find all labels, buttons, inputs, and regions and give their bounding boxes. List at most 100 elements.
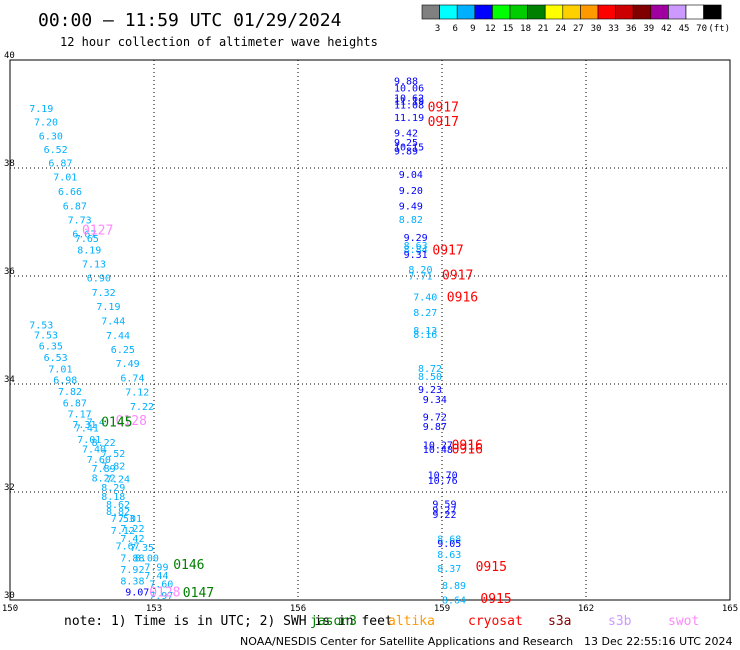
colorbar-swatch xyxy=(439,4,458,20)
wave-height-value: 7.12 xyxy=(111,526,135,537)
wave-height-value: 10.27 xyxy=(423,440,453,451)
wave-height-value: 7.82 xyxy=(101,462,125,473)
wave-height-value: 7.12 xyxy=(125,388,149,399)
wave-height-value: 7.73 xyxy=(68,215,92,226)
wave-height-value: 8.84 xyxy=(404,245,428,256)
wave-height-value: 7.88 xyxy=(120,553,144,564)
colorbar-label: 33 xyxy=(608,24,619,34)
colorbar-swatch xyxy=(632,4,652,20)
pass-time-label: 0127 xyxy=(82,224,113,239)
wave-height-value: 7.53 xyxy=(34,330,58,341)
satellite-legend-jason3: jason3 xyxy=(310,614,357,629)
pass-time-label: 0145 xyxy=(101,415,132,430)
wave-height-value: 8.72 xyxy=(418,364,442,375)
wave-height-value: 7.19 xyxy=(29,104,53,115)
colorbar-label: 39 xyxy=(643,24,654,34)
y-tick-label: 40 xyxy=(4,51,15,61)
x-tick-label: 165 xyxy=(722,604,738,614)
colorbar-label: 24 xyxy=(555,24,566,34)
colorbar-swatch xyxy=(668,4,687,20)
x-tick-label: 150 xyxy=(2,604,18,614)
colorbar-label: 12 xyxy=(485,24,496,34)
wave-height-value: 10.62 xyxy=(394,93,424,104)
wave-height-value: 10.70 xyxy=(428,471,458,482)
colorbar-swatch xyxy=(650,4,669,20)
wave-height-value: 6.35 xyxy=(39,342,63,353)
wave-height-value: 6.74 xyxy=(120,374,144,385)
wave-height-value: 8.13 xyxy=(413,326,437,337)
wave-height-value: 8.20 xyxy=(408,265,432,276)
wave-height-value: 9.49 xyxy=(399,201,423,212)
pass-time-label: 0916 xyxy=(447,291,478,306)
wave-height-value: 7.22 xyxy=(120,524,144,535)
wave-height-value: 7.35 xyxy=(130,543,154,554)
colorbar-label: 6 xyxy=(452,24,457,34)
x-tick-label: 162 xyxy=(578,604,594,614)
wave-height-value: 8.82 xyxy=(106,507,130,518)
wave-height-value: 10.06 xyxy=(394,84,424,95)
footer-credit: NOAA/NESDIS Center for Satellite Applica… xyxy=(240,635,573,648)
footer-note: note: 1) Time is in UTC; 2) SWH is in fe… xyxy=(64,614,393,629)
wave-height-value: 6.67 xyxy=(72,229,96,240)
wave-height-value: 10.48 xyxy=(423,445,453,456)
wave-height-value: 9.22 xyxy=(432,510,456,521)
wave-height-value: 7.13 xyxy=(82,260,106,271)
wave-height-value: 9.34 xyxy=(423,395,447,406)
wave-height-value: 9.88 xyxy=(394,77,418,88)
wave-height-value: 7.24 xyxy=(106,475,130,486)
colorbar-swatch xyxy=(562,4,581,20)
wave-height-value: 9.25 xyxy=(394,138,418,149)
wave-height-value: 6.25 xyxy=(111,345,135,356)
wave-height-value: 11.19 xyxy=(394,97,424,108)
colorbar-swatch xyxy=(544,4,564,20)
wave-height-value: 8.00 xyxy=(135,553,159,564)
colorbar-label: (ft) xyxy=(708,24,730,34)
x-tick-label: 156 xyxy=(290,604,306,614)
wave-height-value: 7.65 xyxy=(75,234,99,245)
wave-height-value: 6.53 xyxy=(44,353,68,364)
wave-height-value: 7.22 xyxy=(130,402,154,413)
wave-height-value: 8.63 xyxy=(437,550,461,561)
wave-height-value: 6.87 xyxy=(63,398,87,409)
chart-subtitle: 12 hour collection of altimeter wave hei… xyxy=(60,35,378,49)
wave-height-value: 7.01 xyxy=(77,435,101,446)
colorbar-label: 3 xyxy=(435,24,440,34)
wave-height-value: 6.87 xyxy=(63,201,87,212)
wave-height-value: 9.05 xyxy=(437,539,461,550)
wave-height-value: 8.22 xyxy=(92,473,116,484)
wave-height-value: 6.30 xyxy=(39,132,63,143)
wave-height-value: 8.50 xyxy=(418,372,442,383)
pass-time-label: 0146 xyxy=(173,558,204,573)
colorbar-swatch xyxy=(597,4,616,20)
wave-height-value: 7.20 xyxy=(34,118,58,129)
wave-height-value: 9.72 xyxy=(423,412,447,423)
wave-height-value: 8.22 xyxy=(92,438,116,449)
wave-height-value: 7.71 xyxy=(408,271,432,282)
colorbar-swatch xyxy=(685,4,704,20)
wave-height-value: 7.01 xyxy=(48,364,72,375)
wave-height-value: 9.23 xyxy=(418,385,442,396)
wave-height-value: 10.15 xyxy=(394,142,424,153)
wave-height-value: 8.37 xyxy=(437,564,461,575)
pass-time-label: 0128 xyxy=(149,585,180,600)
satellite-legend-swot: swot xyxy=(668,614,699,629)
wave-height-value: 7.40 xyxy=(82,444,106,455)
wave-height-value: 6.98 xyxy=(53,376,77,387)
wave-height-value: 9.29 xyxy=(404,233,428,244)
pass-time-label: 0915 xyxy=(480,592,511,607)
wave-height-value: 7.4 xyxy=(87,417,105,428)
wave-height-value: 11.08 xyxy=(394,100,424,111)
wave-height-value: 7.49 xyxy=(116,359,140,370)
colorbar-swatch xyxy=(703,4,722,20)
x-tick-label: 153 xyxy=(146,604,162,614)
x-tick-label: 159 xyxy=(434,604,450,614)
wave-height-value: 7.53 xyxy=(111,514,135,525)
wave-height-value: 8.68 xyxy=(437,534,461,545)
satellite-legend-cryosat: cryosat xyxy=(468,614,523,629)
wave-height-value: 10.76 xyxy=(428,476,458,487)
wave-height-value: 8.82 xyxy=(399,215,423,226)
wave-height-value: 8.16 xyxy=(413,330,437,341)
wave-height-value: 8.27 xyxy=(413,308,437,319)
wave-height-value: 9.31 xyxy=(404,250,428,261)
